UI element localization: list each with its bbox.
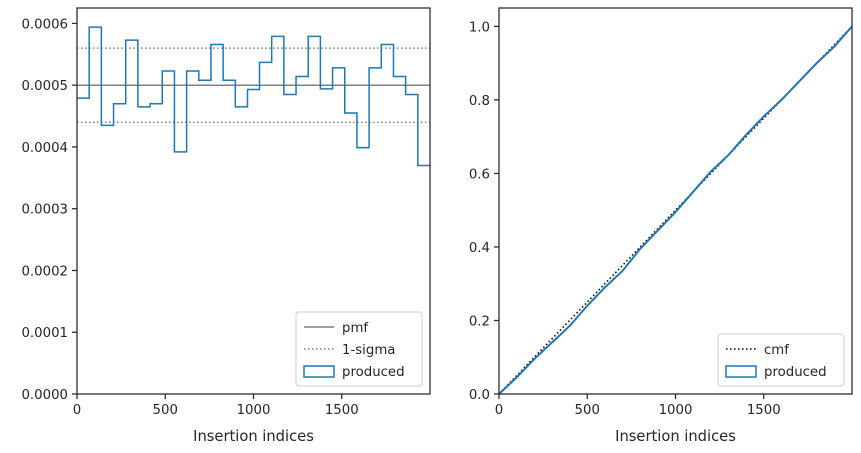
legend: pmf 1-sigma produced [295, 311, 423, 387]
1-sigma-legend-label: 1-sigma [342, 343, 395, 358]
legend: cmf produced [717, 333, 845, 387]
y-tick-label: 0.0006 [21, 17, 68, 32]
x-tick-label: 1500 [747, 403, 781, 418]
x-tick-label: 500 [153, 403, 178, 418]
x-tick-label: 1000 [659, 403, 693, 418]
legend-box [295, 311, 423, 387]
pmf-legend-label: pmf [342, 321, 368, 336]
right-panel: 0 500 1000 1500 0.0 0.2 0.4 0.6 0.8 1.0 Insertion … [469, 7, 853, 445]
produced-legend-swatch [303, 365, 335, 378]
x-axis-label: Insertion indices [615, 428, 736, 445]
left-panel: 0 500 1000 1500 0.0000 0.0001 0.0002 0.0003 0.00… [21, 7, 431, 445]
y-tick-label: 0.0 [469, 388, 490, 403]
produced-legend-label: produced [764, 365, 827, 380]
x-tick-label: 1000 [237, 403, 271, 418]
y-tick-label: 0.0002 [21, 264, 68, 279]
y-tick-label: 0.0000 [21, 388, 68, 403]
x-tick-label: 500 [575, 403, 600, 418]
y-tick-label: 0.6 [469, 167, 490, 182]
y-tick-label: 0.0001 [21, 326, 68, 341]
y-tick-label: 0.8 [469, 94, 490, 109]
legend-box [717, 333, 845, 387]
x-tick-label: 0 [495, 403, 503, 418]
y-tick-label: 0.0005 [21, 79, 68, 94]
produced-line [498, 25, 853, 395]
cmf-legend-label: cmf [764, 343, 789, 358]
produced-legend-swatch [725, 365, 757, 378]
produced-histogram [77, 26, 430, 167]
y-tick-label: 1.0 [469, 20, 490, 35]
x-tick-label: 1500 [325, 403, 359, 418]
y-tick-label: 0.2 [469, 314, 490, 329]
produced-legend-label: produced [342, 365, 405, 380]
y-tick-label: 0.4 [469, 241, 490, 256]
x-tick-label: 0 [73, 403, 81, 418]
y-tick-label: 0.0003 [21, 203, 68, 218]
y-tick-label: 0.0004 [21, 141, 68, 156]
x-axis-label: Insertion indices [193, 428, 314, 445]
